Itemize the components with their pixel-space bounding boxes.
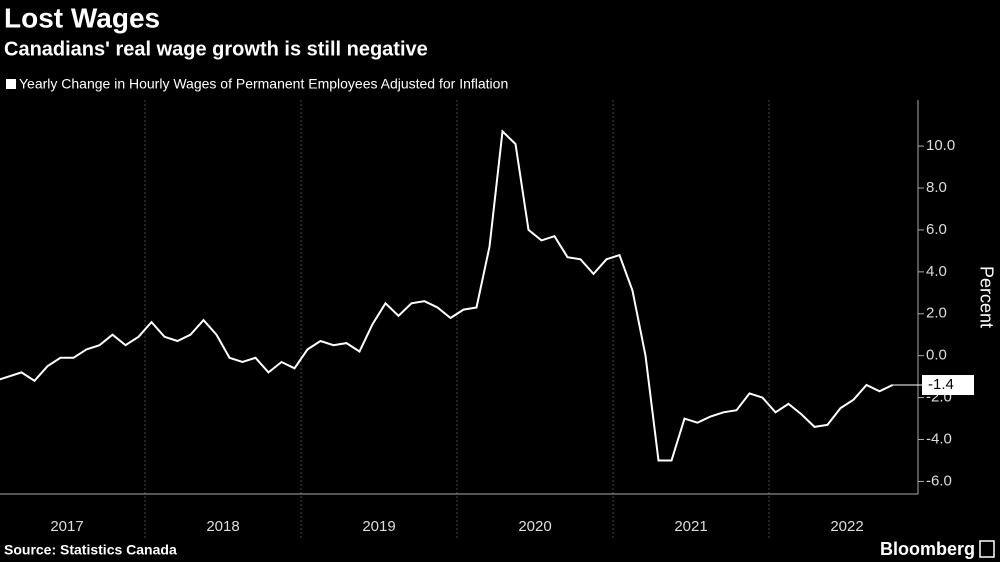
y-tick-label: 10.0	[926, 137, 955, 154]
legend-label: Yearly Change in Hourly Wages of Permane…	[19, 76, 508, 92]
last-value-label: -1.4	[928, 376, 954, 393]
source: Source: Statistics Canada	[4, 542, 177, 558]
brand: Bloomberg	[880, 539, 975, 559]
y-tick-label: 2.0	[926, 305, 947, 322]
x-tick-label: 2017	[50, 518, 83, 535]
y-tick-label: -6.0	[926, 472, 952, 489]
y-tick-label: -4.0	[926, 430, 952, 447]
chart-subtitle: Canadians' real wage growth is still neg…	[4, 38, 428, 60]
x-tick-label: 2018	[206, 518, 239, 535]
last-value-box	[922, 375, 974, 396]
x-tick-label: 2022	[830, 518, 863, 535]
y-tick-label: 8.0	[926, 179, 947, 196]
chart-title: Lost Wages	[4, 2, 160, 33]
y-tick-label: 6.0	[926, 221, 947, 238]
legend-swatch	[6, 79, 16, 89]
y-tick-label: 0.0	[926, 347, 947, 364]
y-axis-label: Percent	[976, 266, 996, 328]
x-tick-label: 2019	[362, 518, 395, 535]
x-tick-label: 2020	[518, 518, 551, 535]
y-tick-label: 4.0	[926, 263, 947, 280]
line	[0, 129, 893, 462]
x-tick-label: 2021	[674, 518, 707, 535]
brand-icon	[979, 540, 995, 558]
